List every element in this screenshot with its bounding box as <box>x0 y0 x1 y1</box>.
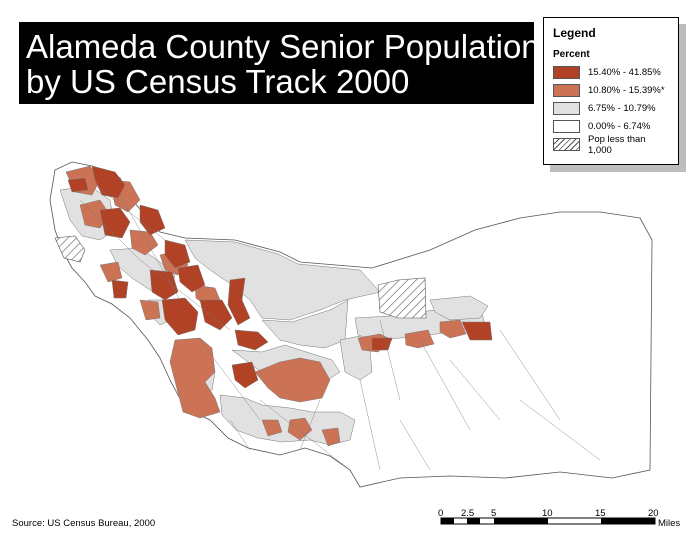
scale-tick-label: 20 <box>648 508 659 519</box>
legend-item: 15.40% - 41.85% <box>553 64 670 81</box>
legend: Legend Percent 15.40% - 41.85% 10.80% - … <box>543 17 679 165</box>
legend-swatch <box>553 84 580 97</box>
scale-tick-label: 10 <box>542 508 553 519</box>
tracts-mid-high <box>65 165 467 447</box>
tract-hatched-coast <box>54 235 86 263</box>
legend-label: 15.40% - 41.85% <box>588 67 661 78</box>
map-title: Alameda County Senior Population by US C… <box>19 22 540 104</box>
legend-swatch <box>553 120 580 133</box>
legend-swatch-hatched <box>553 138 580 151</box>
legend-subtitle: Percent <box>553 49 590 60</box>
scale-tick-label: 2.5 <box>461 508 475 519</box>
scale-tick-label: 15 <box>595 508 606 519</box>
legend-swatch <box>553 66 580 79</box>
legend-swatch <box>553 102 580 115</box>
legend-item: 6.75% - 10.79% <box>553 100 670 117</box>
scale-tick-label: 5 <box>491 508 497 519</box>
legend-label: 0.00% - 6.74% <box>588 121 651 132</box>
scale-tick-label: 0 <box>438 508 444 519</box>
legend-label: 6.75% - 10.79% <box>588 103 656 114</box>
title-line-2: by US Census Track 2000 <box>26 63 410 100</box>
legend-item: Pop less than 1,000 <box>553 133 670 156</box>
legend-item: 0.00% - 6.74% <box>553 118 670 135</box>
legend-item: 10.80% - 15.39%* <box>553 82 670 99</box>
legend-label: Pop less than 1,000 <box>588 133 646 156</box>
scale-unit-label: Miles <box>658 518 681 529</box>
legend-label: 10.80% - 15.39%* <box>588 85 665 96</box>
tract-hatched-inland <box>377 277 427 319</box>
tracts-high <box>67 165 493 389</box>
tract-boundaries <box>79 184 601 471</box>
source-note: Source: US Census Bureau, 2000 <box>12 518 156 529</box>
title-line-1: Alameda County Senior Population <box>26 28 540 65</box>
legend-title: Legend <box>553 26 596 40</box>
